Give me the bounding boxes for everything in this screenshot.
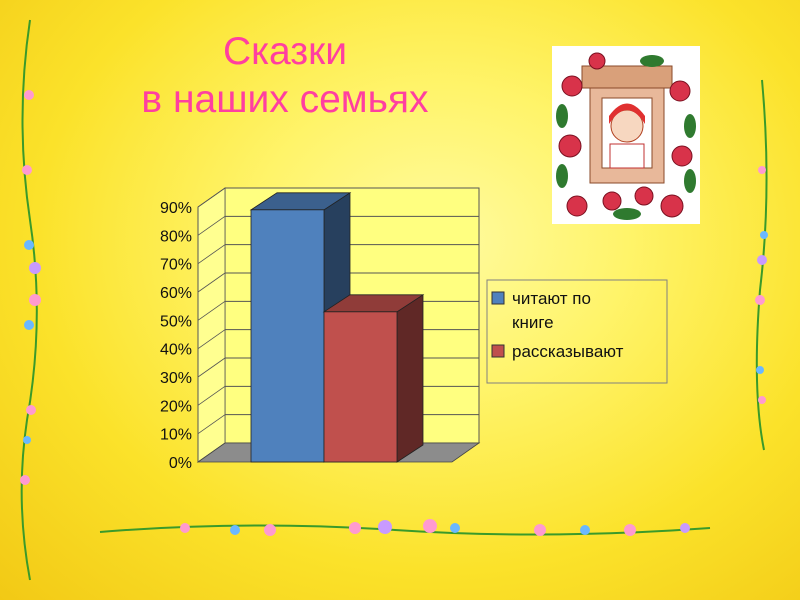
left-flower-vine (20, 19, 41, 581)
bar-front (250, 209, 325, 463)
gridline-side (197, 216, 226, 236)
right-flower-vine (755, 79, 768, 451)
title-line-1: Сказки (222, 30, 348, 73)
legend-label-series-1b: книге (512, 313, 554, 332)
bar-2 (322, 294, 425, 463)
girl-in-window-illustration (552, 46, 700, 224)
gridline-side (197, 357, 226, 378)
y-tick-label: 70% (160, 257, 192, 274)
bar-front (323, 311, 398, 463)
legend: читают по книге рассказывают (486, 279, 668, 384)
y-tick-label: 10% (160, 427, 192, 444)
legend-swatch-series-2 (491, 344, 505, 358)
bar-side (396, 294, 424, 463)
y-tick-label: 30% (160, 370, 192, 387)
y-tick-label: 60% (160, 285, 192, 302)
y-tick-label: 0% (169, 455, 192, 472)
y-tick-label: 20% (160, 398, 192, 415)
gridline-side (197, 329, 226, 349)
side-wall (197, 187, 226, 463)
y-tick-label: 80% (160, 228, 192, 245)
legend-label-series-2: рассказывают (512, 342, 624, 361)
gridline-side (197, 386, 226, 406)
gridline-side (197, 301, 226, 321)
legend-label-series-1a: читают по (512, 289, 591, 308)
y-tick-label: 50% (160, 313, 192, 330)
gridline-side (197, 414, 226, 434)
y-tick-label: 40% (160, 342, 192, 359)
legend-swatch-series-1 (491, 291, 505, 305)
y-tick-label: 90% (160, 200, 192, 217)
gridline-side (197, 272, 226, 293)
bar-1 (249, 192, 352, 463)
gridline-side (197, 244, 226, 264)
slide-title: Сказки в наших семьях (100, 28, 470, 124)
gridline-side (197, 187, 226, 208)
title-line-2: в наших семьях (141, 78, 429, 121)
bottom-flower-vine (99, 519, 711, 536)
